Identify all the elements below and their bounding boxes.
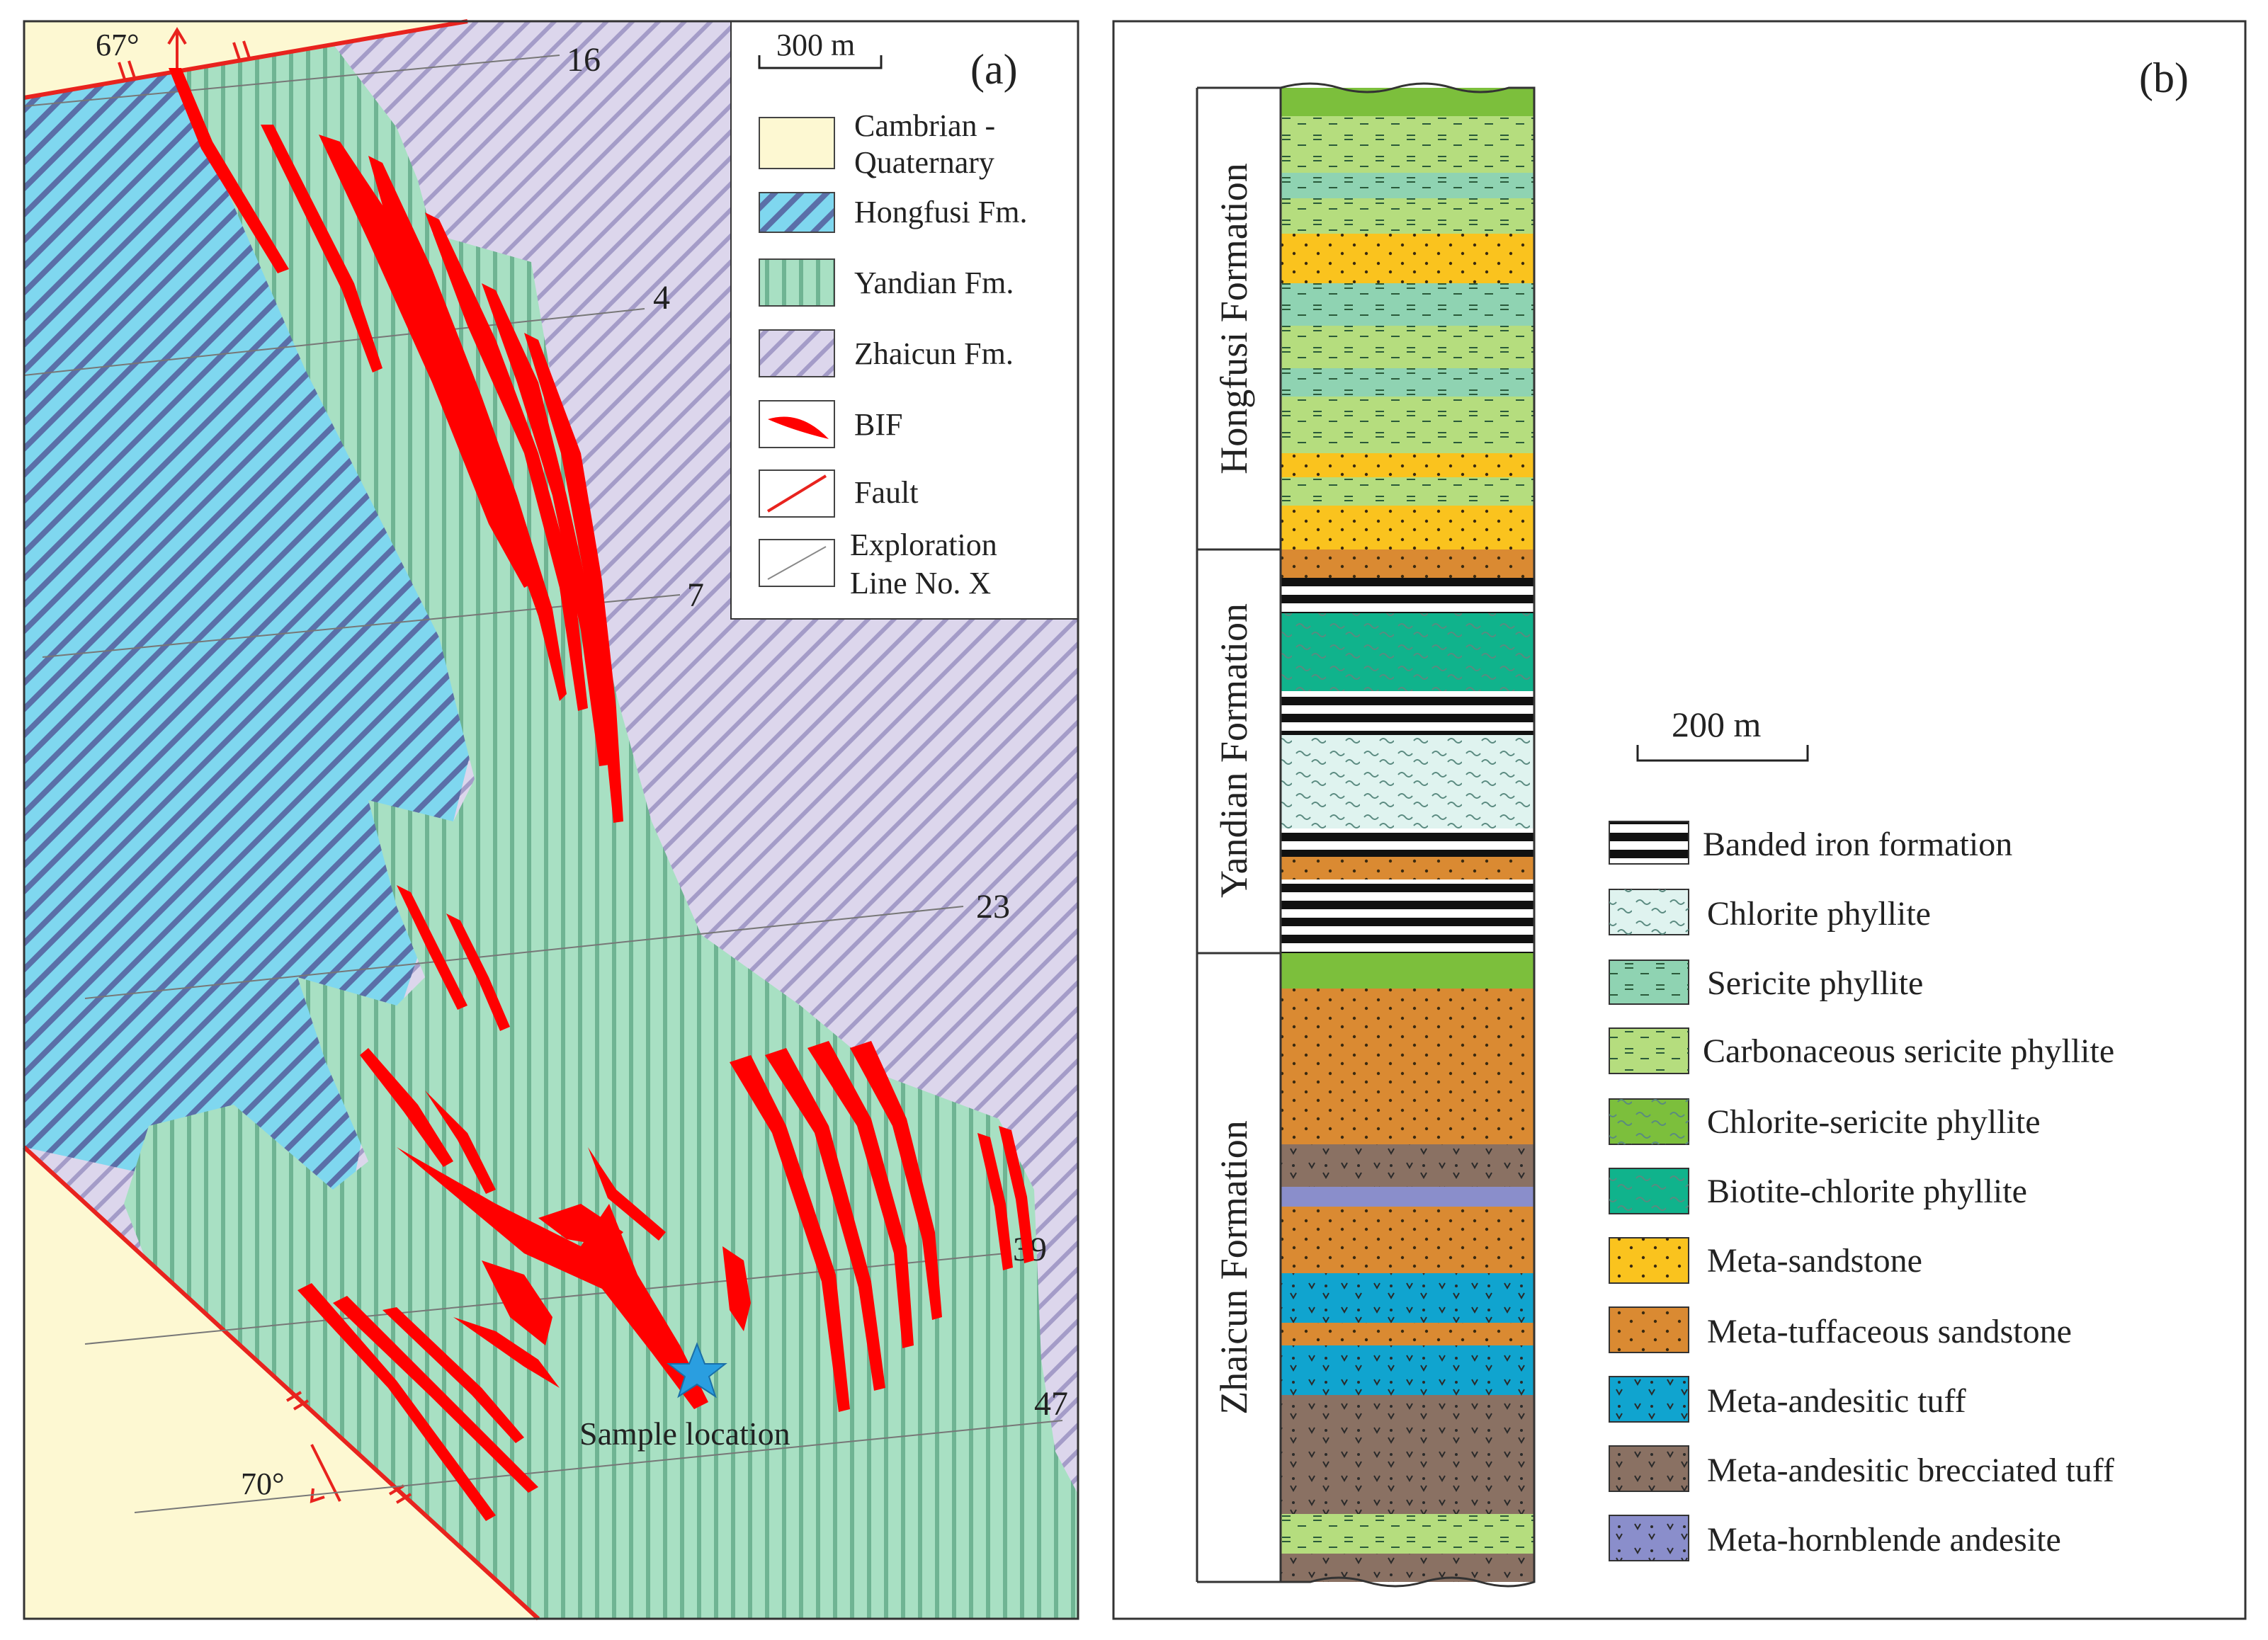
legend-label: Meta-sandstone	[1707, 1242, 1922, 1280]
hongfusi-formation-area	[24, 57, 482, 1218]
scale-bar-300m: 300 m	[758, 28, 883, 69]
legend-label: Meta-andesitic brecciated tuff	[1707, 1452, 2114, 1489]
exploration-line-numbers: 16 4 7 23 39 47	[567, 41, 1068, 1423]
legend-label: Hongfusi Fm.	[854, 195, 1027, 229]
legend-swatch-zhaicun	[759, 329, 835, 377]
fault-line-top	[23, 19, 468, 100]
legend-label: Meta-andesitic tuff	[1707, 1382, 1966, 1420]
legend-label: Cambrian -	[854, 108, 995, 143]
scale-bar-200m: 200 m	[1636, 705, 1809, 762]
legend-label: Meta-hornblende andesite	[1707, 1521, 2061, 1559]
formation-label-yandian: Yandian Formation	[1213, 603, 1255, 898]
formation-label-zhaicun: Zhaicun Formation	[1213, 1120, 1255, 1414]
exploration-lines	[23, 55, 1063, 1513]
sample-location-star	[667, 1342, 727, 1399]
fault-line-bottom	[22, 1145, 540, 1621]
fault-icon	[766, 474, 827, 513]
legend-label: BIF	[854, 407, 902, 442]
legend-swatch-cambrian	[759, 117, 835, 169]
formation-bracket	[1196, 86, 1281, 1583]
dip-label-top: 67°	[96, 28, 140, 62]
exploration-line-icon	[767, 546, 827, 580]
column-texture-overlays	[1281, 116, 1534, 1582]
scale-bar-label: 200 m	[1672, 705, 1762, 744]
legend-label: Fault	[854, 475, 918, 510]
geologic-map-panel: 67° 70° 16 4 7 23 39 47	[22, 19, 1079, 1621]
stratigraphic-column-panel: (b)	[1112, 20, 2247, 1620]
legend-label: Chlorite phyllite	[1707, 895, 1931, 933]
exploration-line-number: 7	[687, 576, 704, 614]
exploration-line-number: 16	[567, 41, 601, 79]
bif-lens-icon	[768, 416, 829, 439]
legend-swatch-yandian	[759, 258, 835, 307]
exploration-line-number: 23	[976, 888, 1010, 926]
scale-bar-label: 300 m	[776, 28, 855, 62]
yandian-formation-area	[124, 44, 1078, 1619]
legend-label: Zhaicun Fm.	[854, 336, 1014, 371]
legend-swatch-bif	[1609, 821, 1689, 865]
legend-label: Chlorite-sericite phyllite	[1707, 1103, 2041, 1141]
bif-ore-bodies	[169, 68, 1034, 1521]
lithology-legend: Banded iron formation Chlorite phyllite …	[1609, 821, 2114, 1561]
sample-location-label: Sample location	[579, 1416, 790, 1452]
legend-label: Biotite-chlorite phyllite	[1707, 1173, 2027, 1210]
legend-swatch-hongfusi	[759, 192, 835, 233]
fault-ticks	[118, 40, 412, 1504]
legend-label: Quaternary	[854, 145, 994, 180]
exploration-line-number: 47	[1034, 1385, 1068, 1423]
panel-a-frame	[23, 20, 1079, 1620]
legend-label: Exploration	[850, 528, 997, 562]
legend-label: Meta-tuffaceous sandstone	[1707, 1313, 2072, 1350]
column-outline	[1279, 82, 1536, 1588]
panel-a-label: (a)	[970, 46, 1018, 93]
panel-b-label: (b)	[2139, 55, 2189, 101]
formation-label-hongfusi: Hongfusi Formation	[1213, 163, 1255, 474]
dip-arrows	[167, 27, 341, 1503]
dip-label-bottom: 70°	[241, 1467, 285, 1501]
legend-label: Sericite phyllite	[1707, 964, 1923, 1002]
legend-label: Banded iron formation	[1703, 826, 2012, 863]
legend-label: Carbonaceous sericite phyllite	[1703, 1032, 2114, 1070]
legend-label: Line No. X	[850, 566, 991, 600]
legend-label: Yandian Fm.	[854, 266, 1014, 300]
exploration-line-number: 4	[653, 279, 670, 317]
